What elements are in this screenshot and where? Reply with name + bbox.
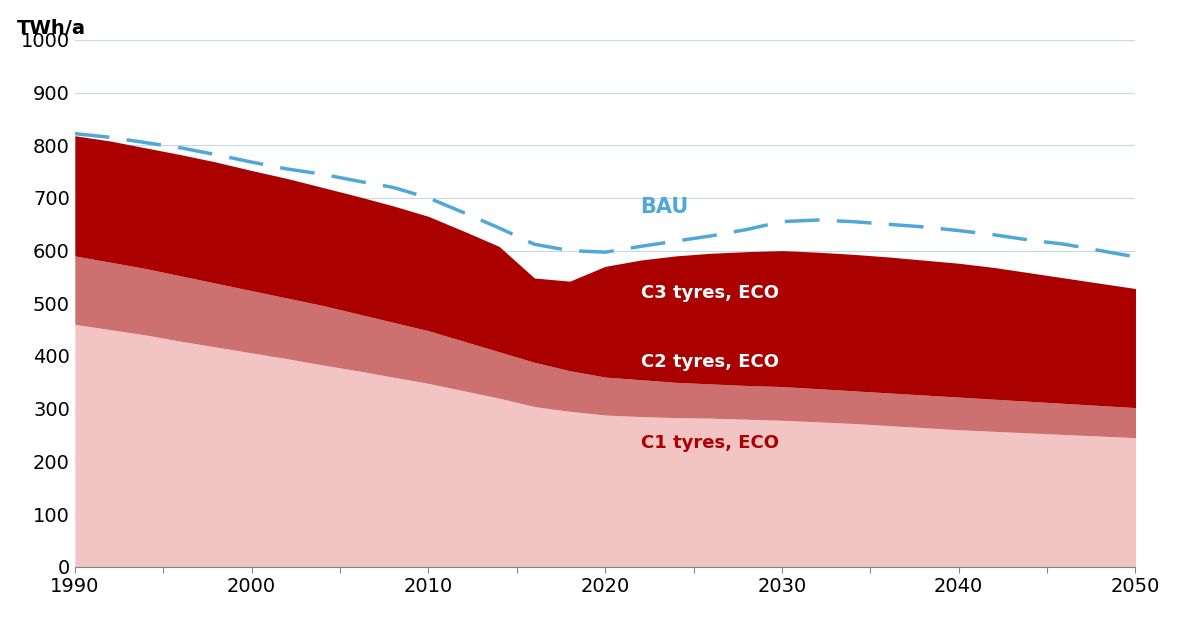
- Text: BAU: BAU: [640, 197, 689, 217]
- Text: C3 tyres, ECO: C3 tyres, ECO: [640, 284, 778, 302]
- Text: C1 tyres, ECO: C1 tyres, ECO: [640, 434, 778, 452]
- Text: TWh/a: TWh/a: [17, 19, 85, 38]
- Text: C2 tyres, ECO: C2 tyres, ECO: [640, 352, 778, 371]
